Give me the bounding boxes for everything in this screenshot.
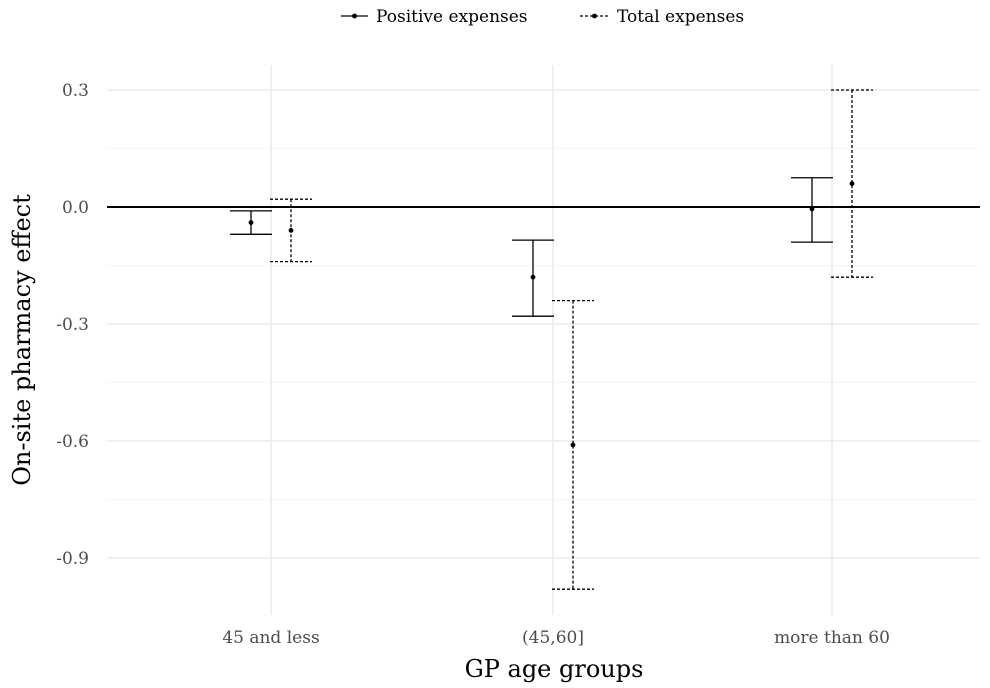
y-tick-label: -0.9 [56, 549, 89, 569]
series-total-expenses [270, 89, 873, 590]
legend-key-point [352, 13, 357, 19]
legend-label: Positive expenses [376, 7, 528, 27]
legend: Positive expenses Total expenses [341, 7, 744, 27]
point-estimate [849, 181, 855, 187]
legend-key-point [592, 13, 597, 19]
y-tick-label: 0.3 [62, 81, 89, 101]
axis-ticks: 0.3 0.0 -0.3 -0.6 -0.9 45 and less (45,60] more… [56, 81, 890, 648]
x-axis-title: GP age groups [465, 655, 644, 683]
legend-item: Positive expenses [341, 7, 528, 27]
y-axis-title: On-site pharmacy effect [8, 194, 36, 486]
point-estimate [570, 442, 576, 448]
series-layer [230, 89, 873, 590]
grid [107, 65, 980, 615]
legend-item: Total expenses [580, 7, 744, 27]
x-tick-label: (45,60] [522, 628, 584, 648]
x-tick-label: more than 60 [774, 628, 890, 648]
point-estimate [530, 274, 536, 280]
point-estimate [248, 220, 254, 226]
y-tick-label: -0.3 [56, 315, 89, 335]
y-tick-label: -0.6 [56, 432, 89, 452]
y-tick-label: 0.0 [62, 198, 89, 218]
point-estimate [809, 206, 815, 212]
series-positive-expenses [230, 177, 833, 317]
point-estimate [288, 228, 294, 233]
legend-label: Total expenses [617, 7, 744, 27]
x-tick-label: 45 and less [222, 628, 319, 648]
